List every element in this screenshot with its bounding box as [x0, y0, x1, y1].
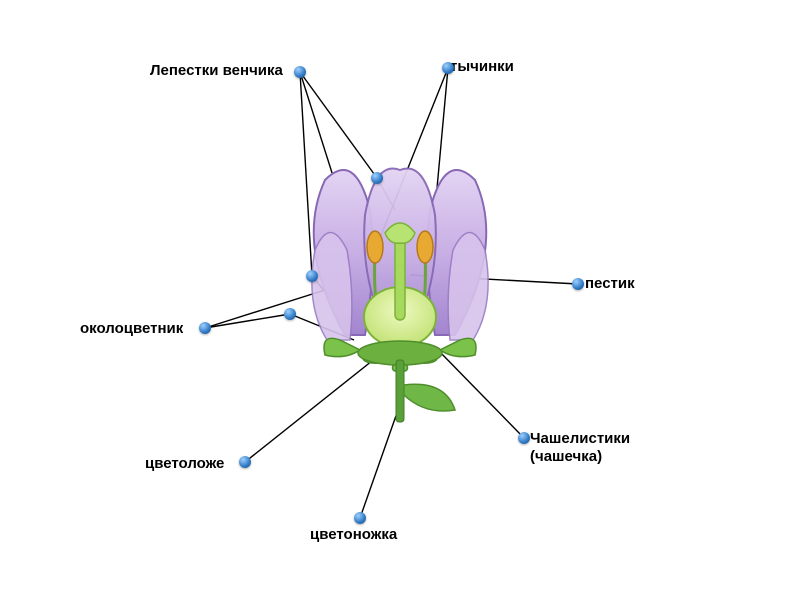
label-pedicel: цветоножка [310, 526, 397, 544]
label-sepals: Чашелистики (чашечка) [530, 430, 630, 466]
label-corolla-petals: Лепестки венчика [150, 62, 283, 80]
label-sepals-line1: Чашелистики [530, 430, 630, 447]
marker-dot [239, 456, 251, 468]
leader-lines [0, 0, 800, 600]
marker-dot [371, 172, 383, 184]
flower-illustration [285, 155, 515, 435]
marker-dot [199, 322, 211, 334]
marker-dot [294, 66, 306, 78]
marker-dot [354, 512, 366, 524]
marker-dot [572, 278, 584, 290]
label-perianth: околоцветник [80, 320, 183, 338]
marker-dot [306, 270, 318, 282]
label-receptacle: цветоложе [145, 455, 224, 473]
marker-dot [284, 308, 296, 320]
label-pistil: пестик [585, 275, 635, 293]
label-stamens: тычинки [450, 58, 514, 76]
label-sepals-line2: (чашечка) [530, 448, 630, 466]
marker-dot [442, 62, 454, 74]
diagram-stage: Лепестки венчика тычинки пестик околоцве… [0, 0, 800, 600]
marker-dot [518, 432, 530, 444]
